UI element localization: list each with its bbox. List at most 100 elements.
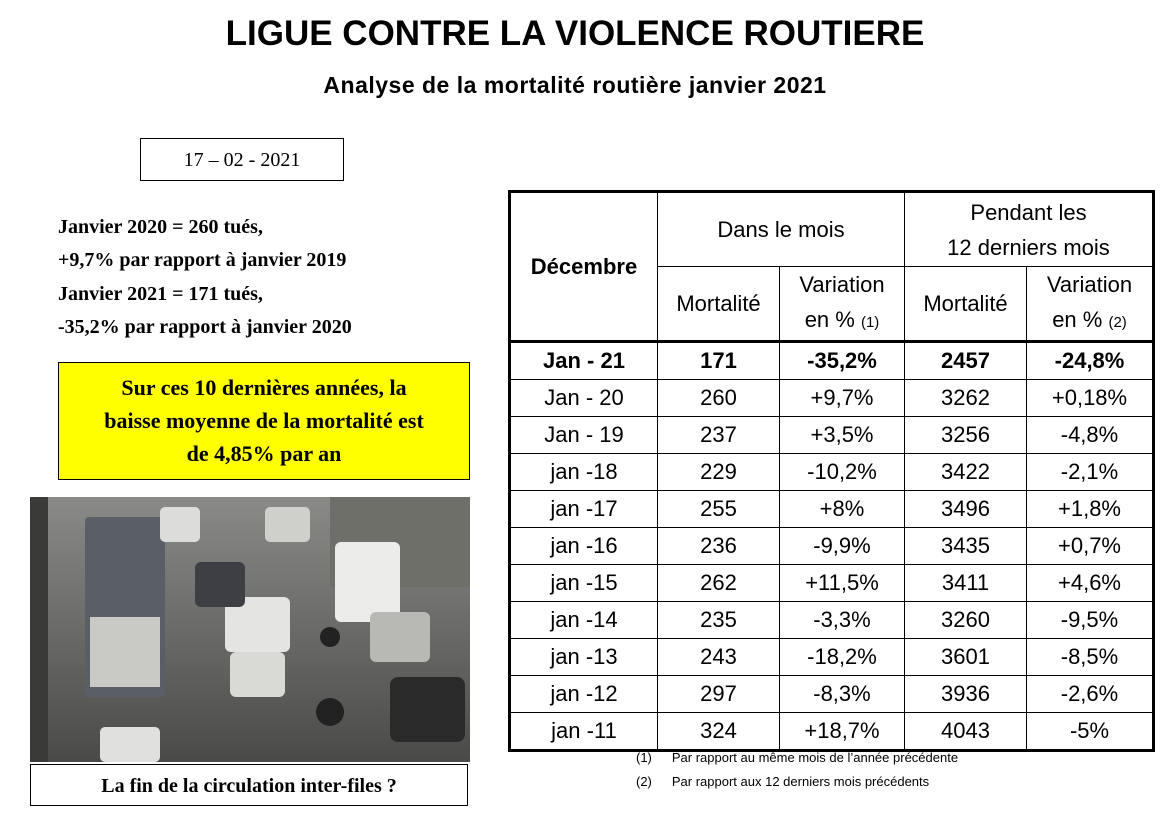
table-cell: 229 bbox=[657, 453, 780, 491]
unit: en % bbox=[1052, 307, 1103, 332]
header-cell: Dans le mois bbox=[657, 191, 905, 267]
table-cell: +8% bbox=[779, 490, 905, 528]
header-line: en % (2) bbox=[1027, 302, 1152, 340]
table-row: Jan - 21 171 -35,2% 2457 -24,8% bbox=[509, 340, 1154, 380]
table-cell: -35,2% bbox=[779, 340, 905, 380]
header-cell: Pendant les 12 derniers mois bbox=[904, 191, 1154, 267]
table-cell: -24,8% bbox=[1026, 340, 1154, 380]
table-cell: 3422 bbox=[904, 453, 1027, 491]
header-line: en % (1) bbox=[780, 302, 904, 340]
header-cell: Variation en % (1) bbox=[779, 266, 905, 342]
table-cell: -8,3% bbox=[779, 675, 905, 713]
table-cell: 297 bbox=[657, 675, 780, 713]
table-row: jan -17 255 +8% 3496 +1,8% bbox=[509, 490, 1154, 528]
table-cell: 3260 bbox=[904, 601, 1027, 639]
table-cell: +1,8% bbox=[1026, 490, 1154, 528]
table-cell: +0,7% bbox=[1026, 527, 1154, 565]
table-cell: -8,5% bbox=[1026, 638, 1154, 676]
table-cell: jan -15 bbox=[509, 564, 658, 602]
table-cell: -10,2% bbox=[779, 453, 905, 491]
table-cell: -18,2% bbox=[779, 638, 905, 676]
table-cell: 3262 bbox=[904, 379, 1027, 417]
table-cell: jan -18 bbox=[509, 453, 658, 491]
highlight-box: Sur ces 10 dernières années, la baisse m… bbox=[58, 362, 470, 480]
caption: La fin de la circulation inter-files ? bbox=[30, 764, 468, 806]
table-cell: -2,1% bbox=[1026, 453, 1154, 491]
ref: (2) bbox=[1108, 314, 1127, 331]
subtitle: Analyse de la mortalité routière janvier… bbox=[323, 72, 827, 98]
table-cell: +3,5% bbox=[779, 416, 905, 454]
table-row: Jan - 20 260 +9,7% 3262 +0,18% bbox=[509, 379, 1154, 417]
table-cell: 3256 bbox=[904, 416, 1027, 454]
table-cell: 324 bbox=[657, 712, 780, 751]
table-cell: 3411 bbox=[904, 564, 1027, 602]
table-row: jan -13 243 -18,2% 3601 -8,5% bbox=[509, 638, 1154, 676]
table-row: jan -18 229 -10,2% 3422 -2,1% bbox=[509, 453, 1154, 491]
table-cell: +11,5% bbox=[779, 564, 905, 602]
note: -35,2% par rapport à janvier 2020 bbox=[58, 316, 352, 338]
table-cell: -9,9% bbox=[779, 527, 905, 565]
table-cell: +9,7% bbox=[779, 379, 905, 417]
table-cell: 3435 bbox=[904, 527, 1027, 565]
table-cell: 260 bbox=[657, 379, 780, 417]
table-cell: 255 bbox=[657, 490, 780, 528]
table-cell: -9,5% bbox=[1026, 601, 1154, 639]
table-cell: 4043 bbox=[904, 712, 1027, 751]
footnote-text: Par rapport aux 12 derniers mois précéde… bbox=[671, 774, 930, 789]
table-cell: jan -16 bbox=[509, 527, 658, 565]
footnote-ref: (1) bbox=[636, 750, 652, 765]
table-cell: jan -12 bbox=[509, 675, 658, 713]
header-cell: Mortalité bbox=[904, 266, 1027, 342]
table-cell: -5% bbox=[1026, 712, 1154, 751]
photo bbox=[30, 497, 470, 762]
header-cell: Décembre bbox=[509, 191, 658, 342]
table-row: jan -11 324 +18,7% 4043 -5% bbox=[509, 712, 1154, 751]
table-row: Jan - 19 237 +3,5% 3256 -4,8% bbox=[509, 416, 1154, 454]
table-cell: -2,6% bbox=[1026, 675, 1154, 713]
table-cell: 262 bbox=[657, 564, 780, 602]
table-cell: jan -11 bbox=[509, 712, 658, 751]
table-cell: jan -13 bbox=[509, 638, 658, 676]
header-line: Variation bbox=[1046, 272, 1133, 297]
table-cell: 235 bbox=[657, 601, 780, 639]
highlight-line: Sur ces 10 dernières années, la bbox=[121, 375, 407, 400]
header-cell: Mortalité bbox=[657, 266, 780, 342]
table-row: jan -14 235 -3,3% 3260 -9,5% bbox=[509, 601, 1154, 639]
note: Janvier 2021 = 171 tués, bbox=[58, 283, 263, 305]
table-cell: -4,8% bbox=[1026, 416, 1154, 454]
highlight-line: de 4,85% par an bbox=[186, 441, 342, 466]
ref: (1) bbox=[860, 314, 880, 331]
note: Janvier 2020 = 260 tués, bbox=[58, 216, 263, 238]
table-cell: +0,18% bbox=[1026, 379, 1154, 417]
table-cell: jan -14 bbox=[509, 601, 658, 639]
table-cell: +18,7% bbox=[779, 712, 905, 751]
table-cell: 243 bbox=[657, 638, 780, 676]
header-cell: Variation en % (2) bbox=[1026, 266, 1154, 342]
table-cell: 2457 bbox=[904, 340, 1027, 380]
footnote: (1) Par rapport au même mois de l’année p… bbox=[636, 750, 958, 765]
table-cell: 3936 bbox=[904, 675, 1027, 713]
mortality-table: Décembre Dans le mois Pendant les 12 dern… bbox=[508, 190, 1155, 752]
table-cell: Jan - 21 bbox=[509, 340, 658, 380]
table-cell: -3,3% bbox=[779, 601, 905, 639]
header-line: 12 derniers mois bbox=[947, 234, 1110, 260]
footnote-ref: (2) bbox=[636, 774, 652, 789]
date: 17 – 02 - 2021 bbox=[140, 138, 344, 181]
table-row: jan -16 236 -9,9% 3435 +0,7% bbox=[509, 527, 1154, 565]
footnote: (2) Par rapport aux 12 derniers mois préc… bbox=[636, 774, 929, 789]
unit: en % bbox=[804, 307, 855, 332]
header-line: Variation bbox=[799, 272, 885, 297]
table-row: jan -12 297 -8,3% 3936 -2,6% bbox=[509, 675, 1154, 713]
title: LIGUE CONTRE LA VIOLENCE ROUTIERE bbox=[225, 14, 925, 53]
table-cell: 237 bbox=[657, 416, 780, 454]
table-cell: 236 bbox=[657, 527, 780, 565]
table-row: jan -15 262 +11,5% 3411 +4,6% bbox=[509, 564, 1154, 602]
footnote-text: Par rapport au même mois de l’année préc… bbox=[671, 750, 959, 765]
table-cell: 3601 bbox=[904, 638, 1027, 676]
note: +9,7% par rapport à janvier 2019 bbox=[58, 249, 347, 271]
table-cell: +4,6% bbox=[1026, 564, 1154, 602]
table-cell: Jan - 20 bbox=[509, 379, 658, 417]
table-cell: jan -17 bbox=[509, 490, 658, 528]
header-line: Pendant les bbox=[970, 199, 1087, 225]
